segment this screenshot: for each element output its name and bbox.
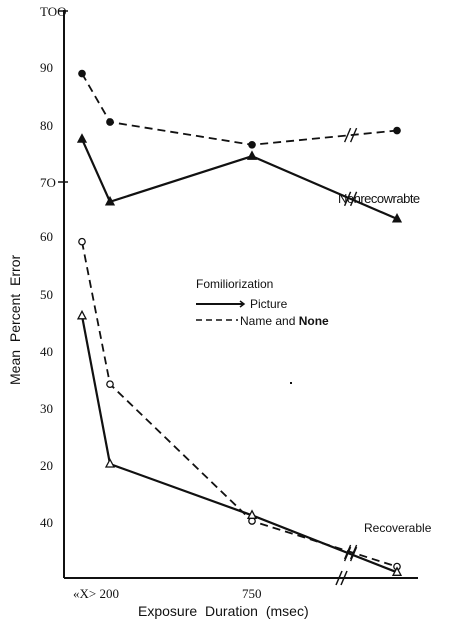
data-point — [249, 142, 255, 148]
data-point — [107, 381, 113, 387]
x-tick-label: 750 — [242, 586, 262, 601]
series-line — [82, 316, 397, 573]
y-tick-label: 40 — [40, 344, 53, 359]
legend-label-none: None — [299, 314, 329, 328]
y-axis-title: Mean Percent Error — [7, 255, 23, 385]
x-tick-label: «X> 200 — [73, 586, 119, 601]
legend-label-name-and-none: Name and None — [240, 314, 329, 328]
y-tick-label: 90 — [40, 60, 53, 75]
data-point — [106, 460, 114, 468]
series-group — [78, 311, 401, 575]
y-tick-label: 40 — [40, 515, 53, 530]
legend-label-picture: Picture — [250, 297, 288, 311]
stray-mark — [290, 382, 292, 384]
series-line — [82, 139, 397, 219]
series-group — [78, 135, 401, 222]
data-point — [78, 311, 86, 319]
annotation-nonrecoverable: Nonrecowrabte — [338, 191, 420, 206]
y-tick-label: 80 — [40, 118, 53, 133]
series-line — [82, 74, 397, 145]
data-point — [394, 127, 400, 133]
x-axis-title: Exposure Duration (msec) — [138, 603, 309, 619]
y-tick-label: 50 — [40, 287, 53, 302]
annotation-recoverable: Recoverable — [364, 521, 432, 535]
y-tick-label: 20 — [40, 458, 53, 473]
y-tick-label: 60 — [40, 229, 53, 244]
y-tick-label: 30 — [40, 401, 53, 416]
y-tick-label: 7O — [40, 175, 56, 190]
data-point — [248, 152, 256, 160]
legend-title: Fomiliorization — [196, 277, 273, 291]
data-point — [79, 70, 85, 76]
series-group — [79, 70, 400, 148]
legend-label-name-and: Name and — [240, 314, 299, 328]
data-point — [79, 239, 85, 245]
data-point — [107, 119, 113, 125]
data-point — [78, 135, 86, 143]
legend: Fomiliorization Picture Name and None — [196, 277, 329, 328]
